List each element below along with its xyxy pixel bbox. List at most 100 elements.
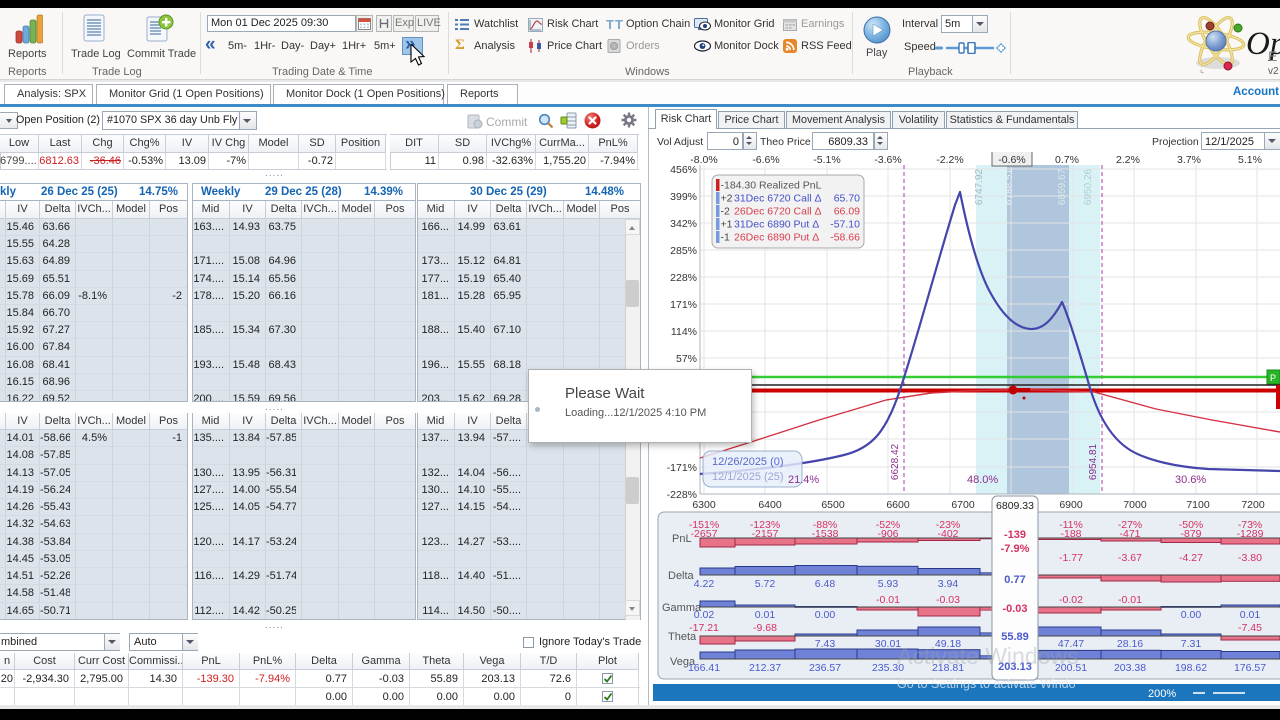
svg-text:Go to Settings to activate Win: Go to Settings to activate Windo [897, 677, 1076, 691]
svg-text:26Dec 6720 Call Δ: 26Dec 6720 Call Δ [734, 206, 822, 218]
svg-text:3.94: 3.94 [938, 578, 959, 590]
svg-text:-228%: -228% [667, 489, 697, 501]
svg-text:4.22: 4.22 [694, 578, 715, 590]
svg-text:6300: 6300 [692, 499, 716, 511]
svg-text:-0.02: -0.02 [1059, 594, 1083, 606]
svg-text:-57.10: -57.10 [830, 219, 860, 231]
svg-text:235.30: 235.30 [872, 662, 904, 674]
svg-text:-188: -188 [1060, 528, 1081, 540]
svg-text:6500: 6500 [821, 499, 845, 511]
svg-text:-0.01: -0.01 [1118, 594, 1142, 606]
svg-text:-123%: -123% [750, 519, 780, 531]
svg-text:47.47: 47.47 [1058, 638, 1084, 650]
svg-text:-6.6%: -6.6% [752, 154, 779, 166]
svg-text:6788.51: 6788.51 [1004, 168, 1015, 205]
svg-text:Delta: Delta [668, 570, 695, 582]
svg-text:-8.0%: -8.0% [690, 154, 717, 166]
svg-text:7100: 7100 [1186, 499, 1210, 511]
svg-text:-3.6%: -3.6% [874, 154, 901, 166]
svg-text:-88%: -88% [813, 519, 838, 531]
svg-text:Gamma: Gamma [662, 602, 702, 614]
svg-text:-17.21: -17.21 [689, 622, 719, 634]
svg-text:Vega: Vega [670, 656, 696, 668]
svg-text:7200: 7200 [1241, 499, 1265, 511]
svg-text:3.7%: 3.7% [1177, 154, 1201, 166]
svg-text:-879: -879 [1180, 528, 1201, 540]
svg-text:6900: 6900 [1059, 499, 1083, 511]
svg-text:Activate Windows: Activate Windows [897, 643, 1079, 669]
svg-text:55.89: 55.89 [1001, 631, 1029, 643]
svg-text:-5.1%: -5.1% [813, 154, 840, 166]
svg-text:6954.81: 6954.81 [1088, 443, 1099, 480]
svg-text:0.01: 0.01 [1240, 609, 1261, 621]
svg-text:31Dec 6890 Put Δ: 31Dec 6890 Put Δ [734, 219, 819, 231]
svg-text:57%: 57% [676, 353, 697, 365]
svg-text:31Dec 6720 Call Δ: 31Dec 6720 Call Δ [734, 193, 822, 205]
svg-text:-7.9%: -7.9% [1001, 543, 1030, 555]
svg-text:114%: 114% [671, 326, 697, 338]
svg-text:-402: -402 [937, 528, 958, 540]
svg-text:5.1%: 5.1% [1238, 154, 1262, 166]
svg-text:-2157: -2157 [752, 528, 779, 540]
svg-text:-3.67: -3.67 [1118, 552, 1142, 564]
svg-text:30.01: 30.01 [875, 638, 901, 650]
svg-text:166.41: 166.41 [688, 662, 720, 674]
svg-text:-23%: -23% [936, 519, 961, 531]
svg-text:Theta: Theta [668, 631, 697, 643]
svg-text:212.37: 212.37 [749, 662, 781, 674]
svg-text:48.0%: 48.0% [967, 474, 998, 486]
svg-text:-73%: -73% [1238, 519, 1263, 531]
svg-text:6950.26: 6950.26 [1083, 168, 1094, 205]
svg-text:49.18: 49.18 [935, 638, 961, 650]
svg-text:236.57: 236.57 [809, 662, 841, 674]
svg-text:456%: 456% [670, 164, 697, 176]
svg-text:PnL: PnL [672, 533, 692, 545]
svg-text:30.6%: 30.6% [1175, 474, 1206, 486]
svg-text:285%: 285% [670, 245, 697, 257]
svg-text:-58.66: -58.66 [830, 232, 860, 244]
svg-text:2.2%: 2.2% [1116, 154, 1140, 166]
svg-text:5.72: 5.72 [755, 578, 776, 590]
svg-text:7000: 7000 [1123, 499, 1147, 511]
svg-text:342%: 342% [670, 218, 697, 230]
svg-text:-906: -906 [877, 528, 898, 540]
svg-text:28.16: 28.16 [1117, 638, 1143, 650]
svg-text:200.51: 200.51 [1055, 662, 1087, 674]
svg-text:-4.27: -4.27 [1179, 552, 1203, 564]
svg-text:6859.67: 6859.67 [1057, 168, 1068, 205]
svg-text:26Dec 6890 Put Δ: 26Dec 6890 Put Δ [734, 232, 819, 244]
svg-text:-2: -2 [721, 206, 730, 218]
svg-text:12/26/2025 (0): 12/26/2025 (0) [712, 456, 784, 468]
svg-text:-9.68: -9.68 [753, 622, 777, 634]
svg-text:7.31: 7.31 [1181, 638, 1202, 650]
svg-text:-3.80: -3.80 [1238, 552, 1262, 564]
svg-text:-2.2%: -2.2% [936, 154, 963, 166]
svg-text:0.01: 0.01 [755, 609, 776, 621]
svg-text:-151%: -151% [689, 519, 719, 531]
svg-text:-1.77: -1.77 [1059, 552, 1083, 564]
svg-text:-7.45: -7.45 [1238, 622, 1262, 634]
svg-text:P: P [1270, 373, 1276, 383]
svg-text:218.81: 218.81 [932, 662, 964, 674]
svg-text:-0.03: -0.03 [936, 594, 960, 606]
svg-text:176.57: 176.57 [1234, 662, 1266, 674]
svg-text:-11%: -11% [1059, 519, 1083, 531]
svg-text:-1289: -1289 [1237, 528, 1264, 540]
svg-text:399%: 399% [670, 191, 697, 203]
svg-text:171%: 171% [670, 299, 697, 311]
svg-text:-0.6%: -0.6% [998, 154, 1025, 166]
svg-text:6747.92: 6747.92 [974, 168, 985, 205]
svg-text:198.62: 198.62 [1175, 662, 1207, 674]
svg-text:-1538: -1538 [812, 528, 839, 540]
svg-text:6628.42: 6628.42 [890, 443, 901, 480]
svg-text:-139: -139 [1004, 529, 1026, 541]
svg-text:0.00: 0.00 [1181, 609, 1202, 621]
svg-text:200%: 200% [1148, 688, 1176, 700]
svg-text:21.4%: 21.4% [788, 474, 819, 486]
svg-text:66.09: 66.09 [834, 206, 860, 218]
svg-text:5.93: 5.93 [878, 578, 899, 590]
svg-text:-52%: -52% [876, 519, 901, 531]
svg-text:228%: 228% [670, 272, 697, 284]
svg-text:7.43: 7.43 [815, 638, 836, 650]
svg-text:-2657: -2657 [691, 528, 718, 540]
